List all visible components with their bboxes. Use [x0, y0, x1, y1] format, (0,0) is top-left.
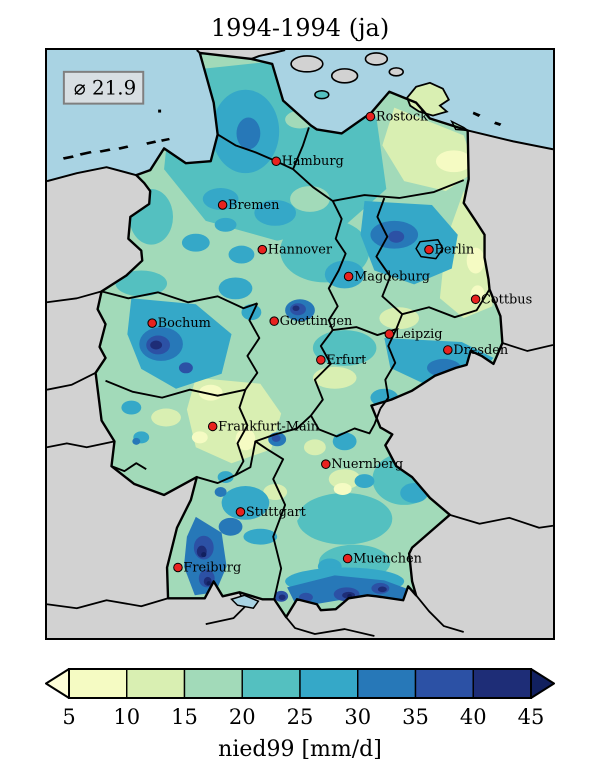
city-dot — [269, 316, 279, 326]
city-dot — [235, 507, 246, 517]
city-label: Leipzig — [395, 327, 443, 342]
mean-badge: ⌀ 21.9 — [62, 70, 145, 105]
city-label: Goettingen — [280, 314, 353, 329]
city-label: Erfurt — [326, 353, 367, 368]
colorbar-tick: 45 — [518, 705, 545, 729]
city-dot — [316, 355, 326, 365]
colorbar-segment — [183, 668, 243, 699]
city-label: Freiburg — [183, 560, 241, 575]
city-label: Cottbus — [481, 292, 532, 307]
danish-islands — [290, 52, 404, 84]
colorbar-segment — [472, 668, 532, 699]
coastlines — [47, 50, 553, 183]
lake-constance — [230, 594, 260, 610]
colorbar-segment — [68, 668, 128, 699]
colorbar-outline — [68, 668, 532, 699]
city-dot — [342, 553, 353, 564]
colorbar-tick: 15 — [171, 705, 198, 729]
city-dot — [443, 345, 453, 355]
city-label: Frankfurt-Main — [218, 419, 319, 434]
city-dot — [384, 329, 395, 339]
city-label: Magdeburg — [354, 269, 430, 284]
colorbar-segment — [357, 668, 417, 699]
city-label: Rostock — [376, 110, 428, 125]
map-frame: ⌀ 21.9 Rostock Hamburg Bremen Hannover Berli… — [45, 48, 555, 640]
ruegen-island — [406, 81, 450, 117]
fehmarn-island — [314, 89, 330, 100]
mean-badge-label: ⌀ 21.9 — [74, 77, 136, 100]
city-dot — [257, 244, 268, 255]
city-label: Berlin — [434, 243, 474, 258]
city-label: Dresden — [453, 343, 508, 358]
city-label: Hamburg — [282, 154, 344, 169]
figure-title: 1994-1994 (ja) — [210, 14, 390, 42]
colorbar: 5 10 15 20 25 30 35 40 45 nied99 [mm/d] — [45, 668, 555, 762]
colorbar-tick-labels: 5 10 15 20 25 30 35 40 45 — [62, 705, 544, 729]
baltic-sea — [251, 50, 553, 150]
colorbar-tick: 30 — [344, 705, 371, 729]
city-dot — [365, 111, 376, 122]
city-dot — [147, 318, 157, 328]
city-label: Hannover — [268, 243, 333, 258]
city-dot — [173, 562, 183, 573]
city-markers: Rostock Hamburg Bremen Hannover Berlin Magdeb… — [147, 110, 532, 575]
city-dot — [343, 271, 354, 282]
colorbar-tick: 10 — [113, 705, 140, 729]
colorbar-tick: 20 — [229, 705, 256, 729]
colorbar-tick: 25 — [287, 705, 314, 729]
city-dot — [217, 200, 228, 210]
islands — [62, 109, 502, 160]
colorbar-tick: 5 — [62, 705, 75, 729]
city-dot — [207, 421, 218, 432]
city-label: Bremen — [228, 198, 279, 213]
colorbar-segment — [126, 668, 186, 699]
city-label: Bochum — [158, 316, 211, 331]
colorbar-segment — [414, 668, 474, 699]
city-dot — [470, 294, 481, 305]
germany-precipitation-map: ⌀ 21.9 Rostock Hamburg Bremen Hannover Berli… — [47, 50, 553, 638]
colorbar-over-arrow — [530, 668, 555, 699]
colorbar-label: nied99 [mm/d] — [218, 737, 382, 762]
colorbar-segments — [68, 668, 532, 699]
colorbar-tick: 35 — [402, 705, 429, 729]
colorbar-segment — [241, 668, 301, 699]
state-borders — [101, 127, 491, 600]
colorbar-segment — [299, 668, 359, 699]
city-label: Muenchen — [353, 552, 422, 567]
city-dot — [271, 156, 281, 167]
north-sea — [47, 50, 218, 182]
city-dot — [321, 459, 331, 469]
city-label: Stuttgart — [246, 505, 307, 520]
colorbar-tick: 40 — [460, 705, 487, 729]
city-label: Nuernberg — [331, 457, 403, 472]
city-dot — [424, 244, 434, 255]
colorbar-under-arrow — [45, 668, 70, 699]
